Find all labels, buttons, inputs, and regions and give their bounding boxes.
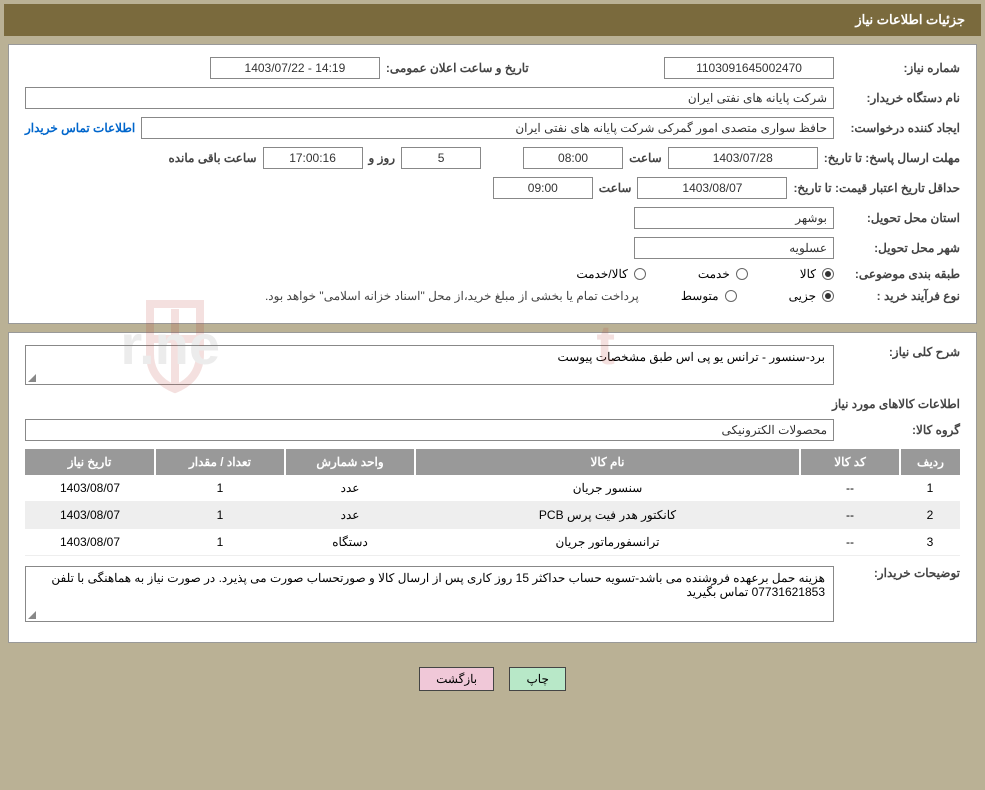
col-code: کد کالا — [800, 449, 900, 475]
panel-title: جزئیات اطلاعات نیاز — [4, 4, 981, 36]
city-field: عسلویه — [634, 237, 834, 259]
table-row: 1--سنسور جریانعدد11403/08/07 — [25, 475, 960, 502]
remaining-label: ساعت باقی مانده — [168, 151, 256, 165]
countdown-field: 17:00:16 — [263, 147, 363, 169]
radio-service[interactable]: خدمت — [698, 267, 748, 281]
announce-label: تاریخ و ساعت اعلان عمومی: — [386, 61, 529, 75]
days-label: روز و — [369, 151, 396, 165]
buyer-org-field: شرکت پایانه های نفتی ایران — [25, 87, 834, 109]
col-date: تاریخ نیاز — [25, 449, 155, 475]
category-label: طبقه بندی موضوعی: — [840, 267, 960, 281]
group-label: گروه کالا: — [840, 423, 960, 437]
resize-handle-icon[interactable] — [28, 607, 40, 619]
items-table: ردیف کد کالا نام کالا واحد شمارش تعداد /… — [25, 449, 960, 556]
items-title: اطلاعات کالاهای مورد نیاز — [25, 397, 960, 411]
reply-deadline-label: مهلت ارسال پاسخ: تا تاریخ: — [824, 151, 960, 165]
back-button[interactable]: بازگشت — [419, 667, 494, 691]
reply-time-field: 08:00 — [523, 147, 623, 169]
radio-partial[interactable]: جزیی — [789, 289, 834, 303]
reply-date-field: 1403/07/28 — [668, 147, 818, 169]
col-row: ردیف — [900, 449, 960, 475]
button-row: چاپ بازگشت — [0, 651, 985, 707]
buyer-org-label: نام دستگاه خریدار: — [840, 91, 960, 105]
buyer-notes-textarea[interactable]: هزینه حمل برعهده فروشنده می باشد-تسویه ح… — [25, 566, 834, 622]
announce-field: 14:19 - 1403/07/22 — [210, 57, 380, 79]
radio-good-service[interactable]: کالا/خدمت — [576, 267, 645, 281]
province-field: بوشهر — [634, 207, 834, 229]
process-note: پرداخت تمام یا بخشی از مبلغ خرید،از محل … — [265, 289, 639, 303]
col-name: نام کالا — [415, 449, 800, 475]
time-label-2: ساعت — [599, 181, 632, 195]
table-row: 3--ترانسفورماتور جریاندستگاه11403/08/07 — [25, 529, 960, 556]
radio-medium[interactable]: متوسط — [681, 289, 737, 303]
requester-label: ایجاد کننده درخواست: — [840, 121, 960, 135]
process-label: نوع فرآیند خرید : — [840, 289, 960, 303]
price-validity-label: حداقل تاریخ اعتبار قیمت: تا تاریخ: — [793, 181, 960, 195]
table-row: 2--کانکتور هدر فیت پرس PCBعدد11403/08/07 — [25, 502, 960, 529]
summary-textarea[interactable]: برد-سنسور - ترانس یو پی اس طبق مشخصات پی… — [25, 345, 834, 385]
col-qty: تعداد / مقدار — [155, 449, 285, 475]
need-panel: شرح کلی نیاز: برد-سنسور - ترانس یو پی اس… — [8, 332, 977, 643]
print-button[interactable]: چاپ — [509, 667, 565, 691]
province-label: استان محل تحویل: — [840, 211, 960, 225]
buyer-notes-label: توضیحات خریدار: — [840, 566, 960, 580]
summary-label: شرح کلی نیاز: — [840, 345, 960, 359]
price-validity-time-field: 09:00 — [493, 177, 593, 199]
info-panel: شماره نیاز: 1103091645002470 تاریخ و ساع… — [8, 44, 977, 324]
city-label: شهر محل تحویل: — [840, 241, 960, 255]
resize-handle-icon[interactable] — [28, 370, 40, 382]
days-field: 5 — [401, 147, 481, 169]
radio-good[interactable]: کالا — [800, 267, 834, 281]
contact-link[interactable]: اطلاعات تماس خریدار — [25, 121, 135, 135]
requester-field: حافظ سواری متصدی امور گمرکی شرکت پایانه … — [141, 117, 834, 139]
need-number-field: 1103091645002470 — [664, 57, 834, 79]
need-number-label: شماره نیاز: — [840, 61, 960, 75]
price-validity-date-field: 1403/08/07 — [637, 177, 787, 199]
time-label-1: ساعت — [629, 151, 662, 165]
group-field: محصولات الکترونیکی — [25, 419, 834, 441]
col-unit: واحد شمارش — [285, 449, 415, 475]
